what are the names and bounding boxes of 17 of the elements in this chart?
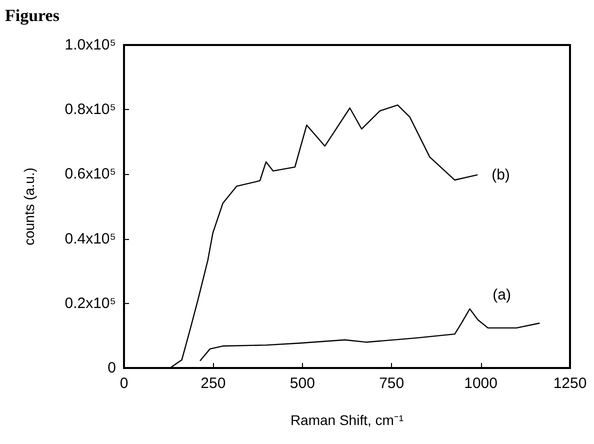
x-tick-label: 1000 (464, 375, 498, 392)
x-tick-label: 1250 (553, 375, 587, 392)
y-tick-label: 1.0x10⁵ (64, 36, 116, 54)
y-tick-label: 0.2x10⁵ (64, 294, 116, 312)
y-axis-title: counts (a.u.) (21, 168, 37, 246)
x-tick-label: 750 (379, 375, 404, 392)
y-tick-label: 0.6x10⁵ (64, 166, 116, 183)
x-axis-title: Raman Shift, cm⁻¹ (290, 412, 404, 428)
series-label: (b) (492, 166, 510, 184)
series-label: (a) (492, 286, 512, 304)
x-tick-label: 250 (200, 375, 226, 392)
x-tick-label: 0 (120, 375, 128, 392)
chart-title: Figures (5, 6, 60, 25)
y-tick-label: 0 (108, 360, 116, 376)
y-tick-label: 0.4x10⁵ (64, 230, 116, 248)
x-tick-label: 500 (290, 375, 315, 392)
y-tick-label: 0.8x10⁵ (64, 101, 116, 118)
